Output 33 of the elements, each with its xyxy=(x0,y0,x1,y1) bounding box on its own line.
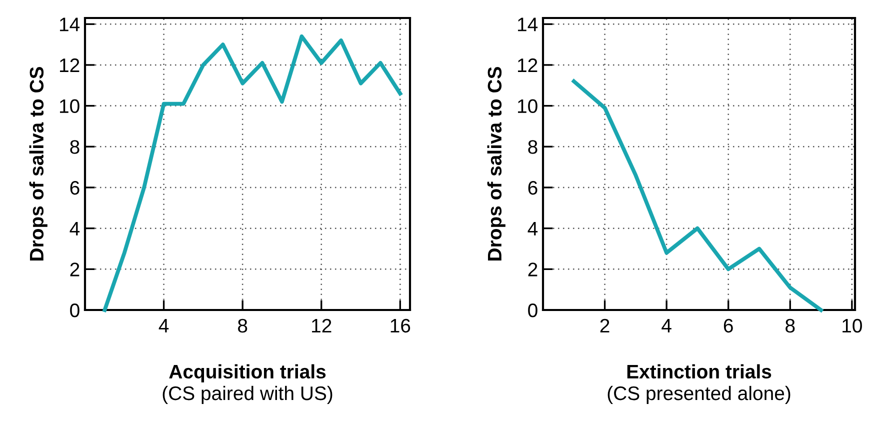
y-tick-label: 8 xyxy=(70,140,80,154)
x-tick-label: 16 xyxy=(390,318,410,333)
y-tick-label: 12 xyxy=(518,58,538,72)
y-tick-label: 14 xyxy=(518,18,538,32)
y-axis-title: Drops of saliva to CS xyxy=(487,66,506,260)
y-tick-label: 2 xyxy=(528,262,538,276)
text: (CS paired with US) xyxy=(162,386,332,404)
x-tick-label: 8 xyxy=(786,318,795,333)
y-tick-label: 10 xyxy=(518,99,538,114)
y-tick-label: 0 xyxy=(528,303,538,318)
y-tick-label: 4 xyxy=(70,222,80,236)
y-tick-label: 4 xyxy=(528,222,538,236)
x-tick-label: 10 xyxy=(842,318,862,333)
x-axis-title: Acquisition trials xyxy=(169,364,326,382)
text: (CS presented alone) xyxy=(608,386,790,404)
y-tick-label: 10 xyxy=(60,99,80,114)
x-tick-label: 4 xyxy=(662,319,672,332)
x-tick-label: 2 xyxy=(600,318,610,332)
x-tick-label: 12 xyxy=(312,318,332,332)
y-tick-label: 6 xyxy=(528,180,538,195)
x-tick-label: 8 xyxy=(238,318,248,333)
y-tick-label: 6 xyxy=(70,180,80,195)
line-series xyxy=(572,79,823,312)
y-tick-label: 12 xyxy=(60,58,80,72)
y-tick-label: 8 xyxy=(528,140,538,154)
x-axis-title: Extinction trials xyxy=(627,364,772,379)
x-tick-label: 4 xyxy=(158,319,169,332)
x-tick-label: 6 xyxy=(724,318,733,333)
y-tick-label: 2 xyxy=(70,262,80,276)
y-tick-label: 14 xyxy=(60,18,80,32)
y-tick-label: 0 xyxy=(70,303,80,318)
y-axis-title: Drops of saliva to CS xyxy=(29,66,48,260)
line-series xyxy=(102,34,402,312)
